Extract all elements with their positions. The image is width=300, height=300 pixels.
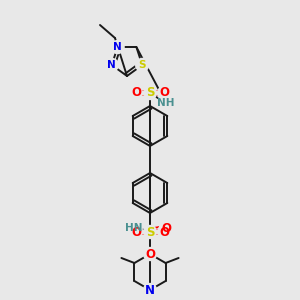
Text: O: O — [145, 248, 155, 260]
Circle shape — [130, 226, 142, 238]
Text: O: O — [159, 226, 169, 238]
Text: S: S — [139, 60, 146, 70]
Circle shape — [130, 86, 142, 100]
Text: O: O — [161, 221, 171, 235]
Text: NH: NH — [157, 98, 175, 108]
Text: O: O — [131, 226, 141, 238]
Text: S: S — [146, 86, 154, 100]
Circle shape — [111, 40, 124, 54]
Circle shape — [136, 58, 149, 71]
Text: O: O — [159, 86, 169, 100]
Text: S: S — [146, 226, 154, 238]
Circle shape — [143, 284, 157, 296]
Circle shape — [158, 95, 174, 111]
Circle shape — [126, 220, 142, 236]
Circle shape — [158, 226, 170, 238]
Text: HN: HN — [125, 223, 143, 233]
Circle shape — [105, 58, 118, 71]
Text: N: N — [107, 60, 116, 70]
Circle shape — [143, 226, 157, 238]
Circle shape — [158, 86, 170, 100]
Circle shape — [143, 248, 157, 260]
Text: N: N — [113, 42, 122, 52]
Circle shape — [143, 86, 157, 100]
Circle shape — [160, 221, 172, 235]
Text: O: O — [131, 86, 141, 100]
Text: N: N — [145, 284, 155, 296]
